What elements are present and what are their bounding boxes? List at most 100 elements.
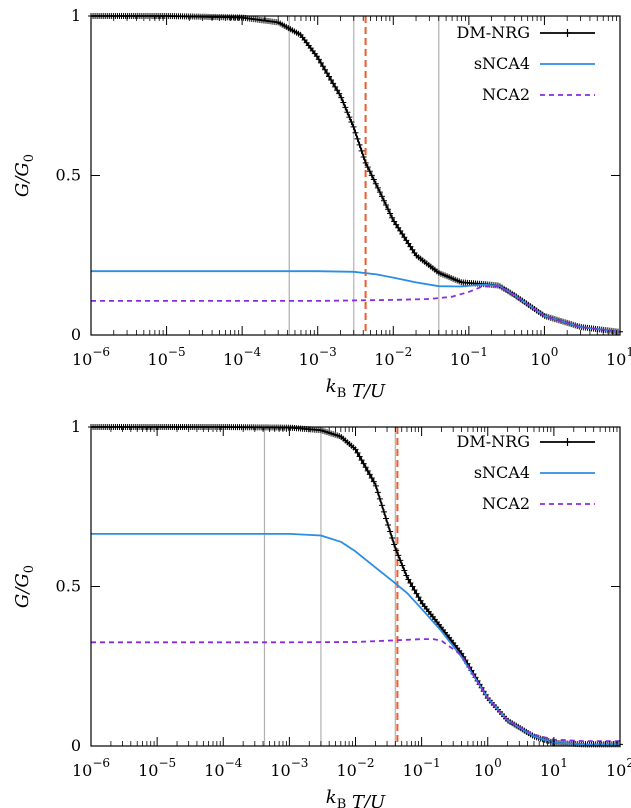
y-tick-label: 0.5 bbox=[56, 577, 81, 596]
data-point-marker bbox=[358, 147, 365, 154]
data-point-marker bbox=[391, 218, 398, 225]
data-point-marker bbox=[350, 123, 357, 130]
data-point-marker bbox=[389, 214, 396, 221]
data-point-marker bbox=[362, 464, 369, 471]
data-point-marker bbox=[417, 597, 424, 604]
data-point-marker bbox=[401, 567, 408, 574]
data-point-marker bbox=[356, 141, 363, 148]
x-tick-label: 100 bbox=[474, 756, 502, 780]
data-point-marker bbox=[403, 572, 410, 579]
data-point-marker bbox=[330, 80, 337, 87]
series-line-nca2 bbox=[91, 638, 620, 743]
data-point-marker bbox=[385, 521, 392, 528]
data-point-marker bbox=[368, 172, 375, 179]
data-point-marker bbox=[352, 129, 359, 136]
y-tick-label: 1 bbox=[71, 417, 81, 436]
data-point-marker bbox=[366, 168, 373, 175]
x-tick-label: 10−6 bbox=[72, 345, 110, 369]
data-point-marker bbox=[409, 583, 416, 590]
data-point-marker bbox=[385, 206, 392, 213]
data-point-marker bbox=[313, 53, 320, 60]
data-point-marker bbox=[399, 562, 406, 569]
x-axis-label: kB T/U bbox=[326, 376, 386, 402]
x-tick-label: 100 bbox=[530, 345, 558, 369]
x-tick-label: 10−2 bbox=[336, 756, 374, 780]
x-tick-label: 10−1 bbox=[403, 756, 441, 780]
data-point-marker bbox=[399, 231, 406, 238]
data-point-marker bbox=[352, 446, 359, 453]
legend-label: sNCA4 bbox=[474, 54, 530, 73]
data-point-marker bbox=[370, 176, 377, 183]
data-point-marker bbox=[319, 63, 326, 70]
data-point-marker bbox=[356, 453, 363, 460]
data-point-marker bbox=[376, 189, 383, 196]
data-point-marker bbox=[315, 56, 322, 63]
series-line-snca4 bbox=[91, 533, 620, 746]
data-point-marker bbox=[378, 193, 385, 200]
data-point-marker bbox=[403, 237, 410, 244]
data-point-marker bbox=[334, 87, 341, 94]
data-point-marker bbox=[360, 153, 367, 160]
data-point-marker bbox=[332, 83, 339, 90]
data-point-marker bbox=[405, 240, 412, 247]
legend-marker bbox=[563, 438, 572, 446]
x-tick-label: 10−2 bbox=[374, 345, 412, 369]
data-point-marker bbox=[387, 210, 394, 217]
data-point-marker bbox=[372, 180, 379, 187]
data-point-marker bbox=[348, 119, 355, 126]
data-point-marker bbox=[395, 552, 402, 559]
data-point-marker bbox=[360, 460, 367, 467]
data-point-marker bbox=[354, 135, 361, 142]
legend-label: NCA2 bbox=[482, 85, 530, 104]
legend-marker bbox=[563, 29, 572, 37]
x-tick-label: 101 bbox=[606, 345, 631, 369]
x-tick-label: 10−6 bbox=[72, 756, 110, 780]
data-point-marker bbox=[328, 76, 335, 83]
data-point-marker bbox=[405, 576, 412, 583]
data-point-marker bbox=[364, 164, 371, 171]
x-tick-label: 10−1 bbox=[450, 345, 488, 369]
data-point-marker bbox=[380, 197, 387, 204]
data-point-marker bbox=[397, 227, 404, 234]
data-point-marker bbox=[346, 114, 353, 121]
y-axis-label: G/G0 bbox=[12, 565, 37, 608]
data-point-marker bbox=[395, 224, 402, 231]
data-point-marker bbox=[376, 495, 383, 502]
data-point-marker bbox=[397, 557, 404, 564]
data-point-marker bbox=[326, 73, 333, 80]
x-tick-label: 10−5 bbox=[138, 756, 176, 780]
data-point-marker bbox=[354, 449, 361, 456]
data-point-marker bbox=[321, 66, 328, 73]
data-point-marker bbox=[387, 528, 394, 535]
y-tick-label: 1 bbox=[71, 6, 81, 25]
x-tick-label: 10−5 bbox=[148, 345, 186, 369]
x-tick-label: 10−3 bbox=[299, 345, 337, 369]
data-point-marker bbox=[336, 90, 343, 97]
legend-label: DM-NRG bbox=[457, 23, 530, 42]
legend-label: sNCA4 bbox=[474, 463, 530, 482]
legend-label: NCA2 bbox=[482, 494, 530, 513]
data-point-marker bbox=[317, 59, 324, 66]
data-point-marker bbox=[415, 594, 422, 601]
data-point-marker bbox=[407, 579, 414, 586]
y-tick-label: 0 bbox=[71, 325, 81, 344]
data-point-marker bbox=[340, 99, 347, 106]
chart-panel-1: 10−6 10−5 10−4 10−3 10−2 10−1 100 101 0 0.5 1 kB T/… bbox=[12, 6, 631, 402]
data-point-marker bbox=[372, 482, 379, 489]
data-point-marker bbox=[391, 541, 398, 548]
data-point-marker bbox=[374, 489, 381, 496]
plot-frame bbox=[90, 426, 621, 747]
legend: DM-NRG sNCA4 NCA2 bbox=[457, 432, 595, 513]
data-point-marker bbox=[342, 104, 349, 111]
data-point-marker bbox=[413, 590, 420, 597]
data-point-marker bbox=[338, 94, 345, 101]
x-tick-label: 10−4 bbox=[223, 345, 261, 369]
y-axis-label: G/G0 bbox=[12, 154, 37, 197]
data-point-marker bbox=[389, 535, 396, 542]
series-line-nca2 bbox=[91, 285, 621, 333]
data-point-marker bbox=[364, 467, 371, 474]
chart-panel-2: 10−6 10−5 10−4 10−3 10−2 10−1 100 101 102 0 0.5 1 kB… bbox=[12, 417, 631, 808]
data-point-marker bbox=[411, 587, 418, 594]
legend: DM-NRG sNCA4 NCA2 bbox=[457, 23, 595, 104]
